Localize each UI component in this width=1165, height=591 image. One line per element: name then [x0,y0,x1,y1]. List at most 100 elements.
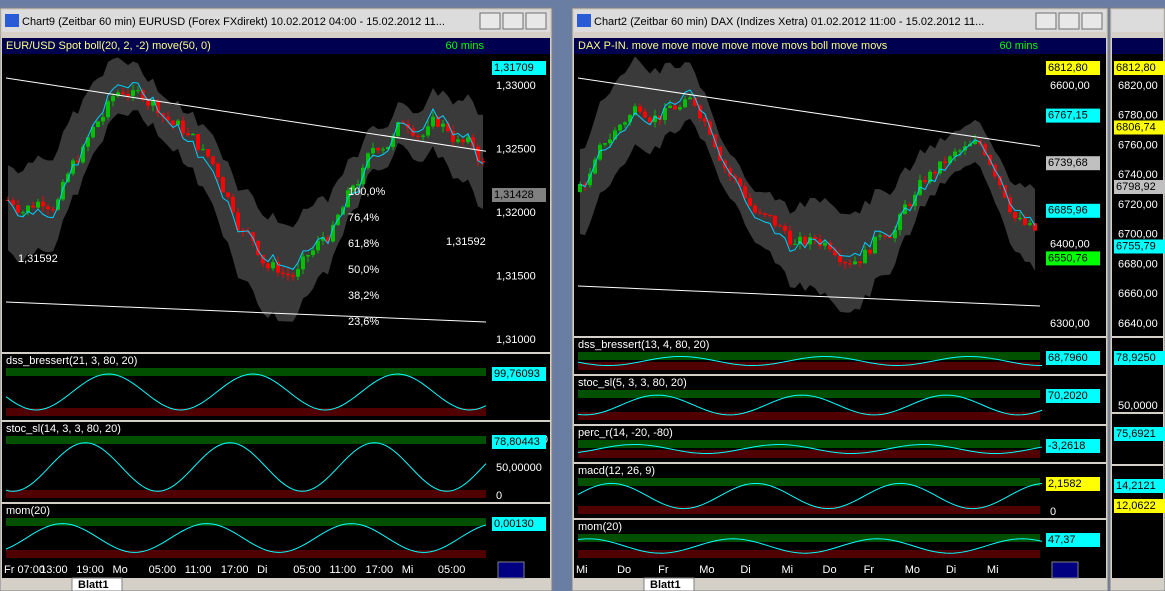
candle-body [166,116,170,121]
candle-body [718,147,722,161]
panel-label: mom(20) [6,505,50,517]
time-axis-label: Di [946,564,956,576]
candle-body [441,123,445,127]
candle-body [928,171,932,183]
candle-body [783,226,787,231]
panel-tag-label: 70,2020 [1048,390,1088,402]
candle-body [386,146,390,150]
candle-body [11,200,15,206]
candle-body [768,214,772,216]
price-axis-label: 1,31500 [496,270,536,282]
candle-body [226,192,230,197]
candle-body [426,126,430,136]
time-axis-label: 13:00 [40,564,68,576]
window-close-button[interactable] [525,12,547,30]
sheet-tab[interactable] [71,577,123,591]
panel-tag-label: 47,37 [1048,534,1076,546]
window-max-button[interactable] [502,12,524,30]
price-tag [1046,203,1100,218]
sheet-tab[interactable] [643,577,695,591]
candle-body [121,92,125,95]
candle-body [688,97,692,100]
window-min-button[interactable] [1035,12,1057,30]
panel-tag-label: 78,80443 [494,436,540,448]
oversold-zone [578,412,1040,420]
oversold-zone [578,450,1040,458]
candle-body [933,171,937,174]
panel-label: perc_r(14, -20, -80) [578,427,673,439]
time-axis-label: 05:00 [149,564,177,576]
candle-body [111,96,115,102]
candle-body [126,94,130,96]
candle-body [311,250,315,256]
price-axis-label: 6700,00 [1118,229,1158,241]
candle-body [131,90,135,96]
candle-body [266,263,270,269]
oversold-zone [578,506,1040,514]
indicator-line [577,444,1043,454]
candle-body [603,143,607,145]
time-axis-label: Fr 07:00 [4,564,45,576]
price-axis-label: 1,32000 [496,207,536,219]
panel-tag-label: 12,0622 [1116,500,1156,512]
candle-body [161,113,165,117]
price-tag [492,188,546,202]
candle-body [878,235,882,237]
oversold-zone [6,490,486,498]
candle-body [191,133,195,136]
bollinger-band [580,56,1035,313]
candle-body [46,206,50,210]
sheet-tab-label: Blatt1 [78,579,109,591]
main-label-bar [1112,38,1163,54]
candle-body [371,148,375,154]
candle-body [31,205,35,208]
window-close-button[interactable] [1081,12,1103,30]
scroll-button[interactable] [1051,561,1079,579]
overbought-zone [6,518,486,526]
candle-body [748,198,752,206]
scroll-button[interactable] [497,561,525,579]
candle-body [291,275,295,277]
candle-body [176,120,180,125]
candle-body [206,149,210,157]
window-min-button[interactable] [479,12,501,30]
time-axis [1112,562,1163,578]
overbought-zone [578,352,1040,360]
panel-tag [1046,351,1100,365]
candle-body [186,133,190,136]
candle-body [416,135,420,137]
candle-body [86,137,90,147]
panel-tag-label: -3,2618 [1048,440,1085,452]
window-max-button[interactable] [1058,12,1080,30]
overbought-zone [6,436,486,444]
price-axis-label: 6600,00 [1050,80,1090,92]
candle-body [376,148,380,151]
candle-body [431,116,435,127]
candle-body [633,106,637,116]
candle-body [898,214,902,230]
time-axis-label: 19:00 [76,564,104,576]
panel-axis-label: 50,00000 [496,462,542,474]
overbought-zone [578,534,1040,542]
panel-tag-label: 0,00130 [494,518,534,530]
trend-line [5,77,487,152]
price-tag-label: 1,31709 [494,62,534,74]
candle-body [753,205,757,213]
price-axis-label: 1,33000 [496,80,536,92]
price-tag-label: 6812,80 [1048,62,1088,74]
price-axis-label: 6400,00 [1050,239,1090,251]
candle-body [673,105,677,110]
price-tag [1114,180,1165,194]
window-icon [5,14,19,27]
price-axis-label: 6660,00 [1118,288,1158,300]
candle-body [693,97,697,106]
candle-body [858,261,862,264]
moving-average [7,82,484,270]
candle-body [883,235,887,237]
price-axis-label: 6720,00 [1118,199,1158,211]
candle-body [698,105,702,119]
main-label-bar [2,38,550,54]
candle-body [381,149,385,151]
price-tag [1114,239,1165,254]
indicator-line [5,373,487,411]
